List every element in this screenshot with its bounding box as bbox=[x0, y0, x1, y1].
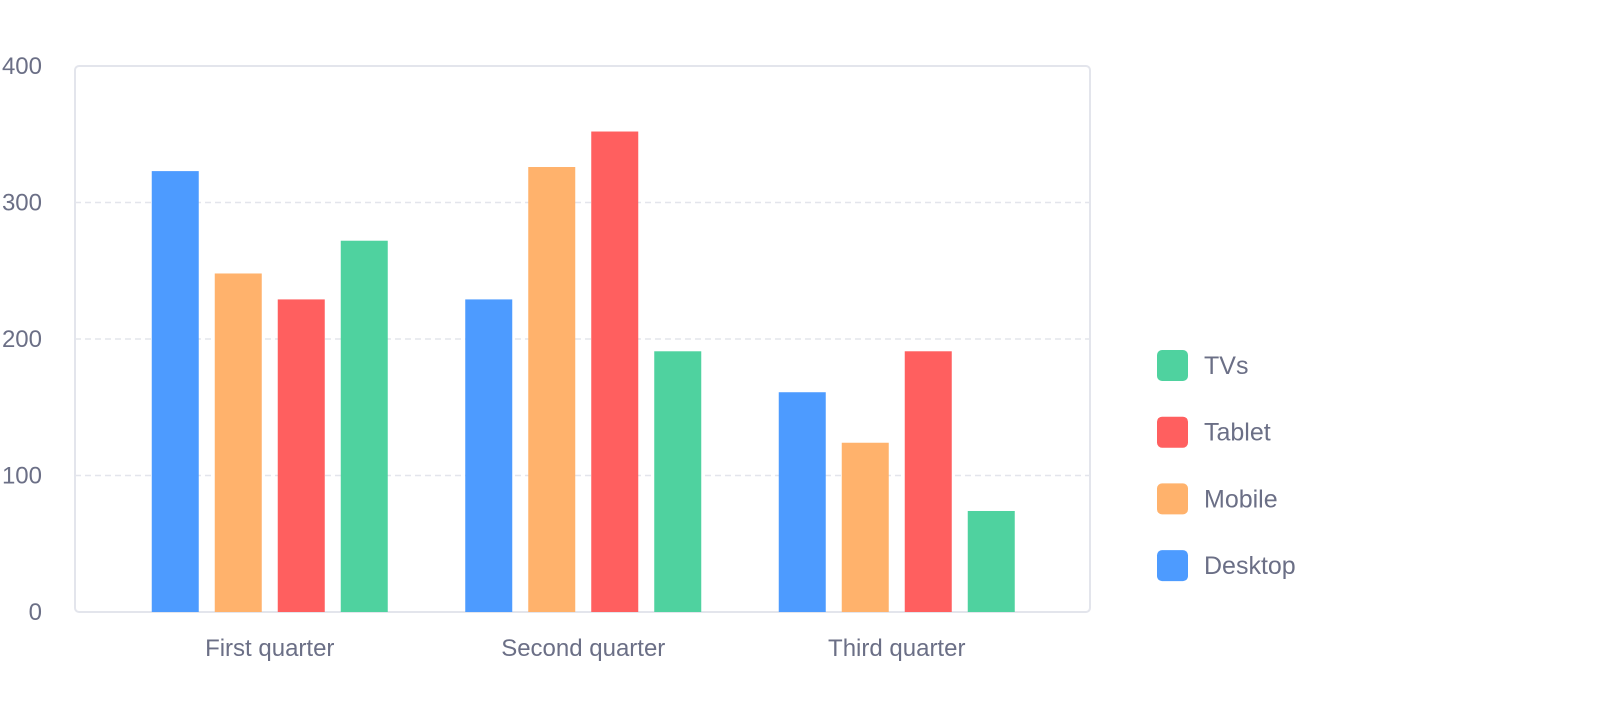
bar-tablet-1 bbox=[277, 299, 325, 612]
x-tick-label: Second quarter bbox=[501, 635, 665, 662]
legend-item-tvs: TVs bbox=[1157, 350, 1248, 381]
y-axis-tick-labels: 0 100 200 300 400 bbox=[2, 53, 42, 626]
bar-tablet-2 bbox=[591, 131, 639, 612]
x-axis-tick-labels: First quarter Second quarter Third quarter bbox=[205, 635, 965, 662]
legend-label: Desktop bbox=[1204, 552, 1296, 580]
legend-label: Tablet bbox=[1204, 419, 1271, 447]
y-tick-label: 200 bbox=[2, 326, 42, 353]
legend-swatch bbox=[1157, 550, 1188, 582]
y-tick-label: 400 bbox=[2, 53, 42, 80]
bar-tvs-1 bbox=[340, 240, 388, 612]
plot-area-frame bbox=[74, 65, 1091, 613]
legend-item-mobile: Mobile bbox=[1157, 483, 1278, 515]
legend-label: Mobile bbox=[1204, 485, 1278, 513]
bar-desktop-3 bbox=[778, 392, 826, 612]
legend-swatch bbox=[1157, 350, 1188, 381]
legend-item-desktop: Desktop bbox=[1157, 550, 1296, 582]
x-tick-label: Third quarter bbox=[828, 635, 965, 662]
bar-tvs-2 bbox=[654, 351, 702, 612]
legend-label: TVs bbox=[1204, 352, 1248, 380]
legend-item-tablet: Tablet bbox=[1157, 416, 1271, 448]
y-tick-label: 100 bbox=[2, 463, 42, 490]
bar-desktop-1 bbox=[151, 171, 199, 613]
y-tick-label: 0 bbox=[29, 599, 42, 626]
bar-tablet-3 bbox=[904, 351, 952, 612]
legend-swatch bbox=[1157, 483, 1188, 515]
bars bbox=[151, 131, 1015, 613]
bar-tvs-3 bbox=[967, 510, 1015, 612]
legend: TVs Tablet Mobile Desktop bbox=[1157, 350, 1296, 582]
bar-mobile-3 bbox=[841, 442, 889, 612]
y-tick-label: 300 bbox=[2, 190, 42, 217]
x-tick-label: First quarter bbox=[205, 635, 334, 662]
bar-mobile-2 bbox=[528, 167, 576, 612]
bar-mobile-1 bbox=[214, 273, 262, 612]
bar-desktop-2 bbox=[465, 299, 513, 612]
legend-swatch bbox=[1157, 416, 1188, 448]
